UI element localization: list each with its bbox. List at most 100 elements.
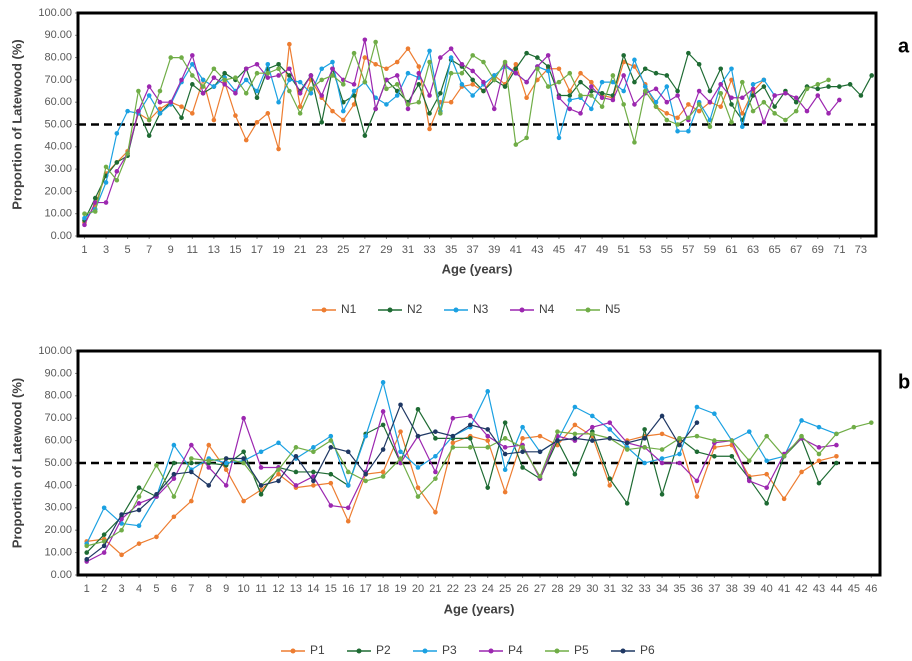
data-point: [241, 456, 246, 461]
data-point: [293, 469, 299, 475]
data-point: [567, 88, 573, 94]
data-point: [750, 86, 756, 92]
data-point: [470, 68, 475, 74]
legend-item: P3: [413, 643, 457, 657]
data-point: [362, 37, 368, 43]
data-point: [599, 79, 605, 85]
data-point: [157, 111, 163, 116]
data-point: [485, 438, 491, 443]
x-tick-label: 23: [316, 244, 328, 256]
legend-marker: [356, 648, 362, 654]
data-point: [101, 539, 107, 544]
data-point: [718, 82, 724, 87]
data-point: [707, 99, 713, 105]
data-point: [607, 483, 613, 488]
y-tick-label: 50.00: [44, 118, 72, 130]
x-tick-label: 17: [251, 244, 263, 256]
data-point: [535, 66, 540, 72]
data-point: [243, 137, 249, 143]
legend-item: P1: [281, 643, 325, 657]
data-point: [345, 518, 351, 524]
data-point: [621, 88, 626, 94]
data-point: [537, 433, 543, 439]
data-point: [793, 108, 799, 114]
data-point: [206, 465, 212, 470]
data-point: [467, 436, 473, 441]
data-point: [567, 93, 573, 98]
legend-item: N2: [378, 302, 423, 316]
x-tick-label: 5: [153, 583, 159, 595]
data-point: [415, 433, 421, 439]
data-point: [287, 88, 292, 94]
data-point: [764, 458, 769, 464]
data-point: [642, 66, 648, 72]
x-tick-label: 5: [125, 244, 131, 256]
x-tick-label: 23: [464, 583, 476, 595]
data-point: [696, 108, 702, 114]
data-point: [190, 73, 195, 78]
x-tick-label: 30: [586, 583, 598, 595]
data-point: [154, 492, 159, 497]
data-point: [179, 55, 184, 60]
data-point: [642, 460, 647, 466]
data-point: [572, 436, 578, 441]
x-tick-label: 4: [136, 583, 142, 595]
data-point: [816, 458, 822, 464]
data-point: [103, 180, 109, 185]
legend-label: N2: [407, 302, 423, 316]
data-point: [448, 99, 454, 105]
data-point: [816, 480, 822, 486]
x-tick-label: 59: [704, 244, 716, 256]
data-point: [659, 413, 665, 419]
x-tick-label: 42: [795, 583, 807, 595]
data-point: [276, 467, 281, 473]
data-point: [84, 550, 90, 555]
x-tick-label: 27: [534, 583, 546, 595]
data-point: [433, 429, 438, 434]
data-point: [438, 55, 443, 60]
data-point: [243, 77, 249, 83]
data-point: [415, 494, 421, 499]
y-tick-label: 60.00: [44, 435, 72, 447]
data-point: [761, 77, 767, 83]
data-point: [398, 429, 403, 434]
data-point: [384, 102, 389, 107]
data-point: [398, 456, 403, 461]
data-point: [686, 102, 691, 107]
data-point: [729, 453, 735, 459]
data-point: [448, 46, 454, 51]
legend-label: N1: [341, 302, 357, 316]
data-point: [642, 436, 647, 441]
data-point: [384, 86, 389, 92]
data-point: [297, 79, 303, 85]
data-point: [718, 90, 724, 96]
data-point: [556, 95, 562, 101]
y-tick-label: 40.00: [44, 141, 72, 153]
data-point: [211, 66, 217, 72]
data-point: [190, 82, 195, 87]
data-point: [311, 449, 316, 455]
data-point: [834, 442, 839, 448]
data-point: [189, 456, 194, 461]
data-point: [686, 128, 691, 134]
x-tick-label: 19: [394, 583, 406, 595]
y-tick-label: 20.00: [44, 524, 72, 536]
x-tick-label: 35: [673, 583, 685, 595]
x-tick-label: 1: [81, 244, 87, 256]
y-tick-label: 0.00: [51, 230, 72, 242]
data-point: [621, 102, 626, 107]
legend-item: N1: [312, 302, 357, 316]
data-point: [816, 445, 822, 450]
data-point: [308, 86, 314, 92]
legend-marker: [290, 648, 296, 654]
data-point: [686, 50, 691, 56]
y-tick-label: 90.00: [44, 367, 72, 379]
data-point: [677, 436, 682, 441]
legend-label: N4: [539, 302, 555, 316]
data-point: [642, 445, 647, 450]
y-tick-label: 80.00: [44, 390, 72, 402]
data-point: [772, 93, 777, 98]
data-point: [567, 97, 573, 103]
x-tick-label: 21: [294, 244, 306, 256]
x-tick-label: 39: [488, 244, 500, 256]
